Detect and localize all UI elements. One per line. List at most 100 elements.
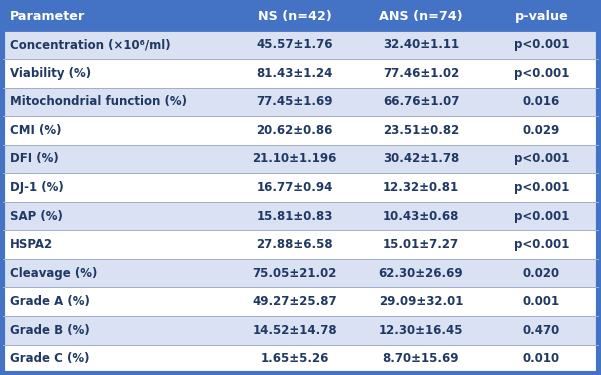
Text: 62.30±26.69: 62.30±26.69: [379, 267, 463, 280]
Text: DFI (%): DFI (%): [10, 153, 59, 165]
Bar: [232, 30, 357, 59]
Text: 0.470: 0.470: [523, 324, 560, 337]
Bar: [485, 30, 598, 59]
Text: 66.76±1.07: 66.76±1.07: [383, 95, 459, 108]
Bar: [232, 173, 357, 202]
Text: 0.010: 0.010: [523, 352, 560, 365]
Text: 10.43±0.68: 10.43±0.68: [383, 210, 459, 222]
Text: 0.001: 0.001: [523, 295, 560, 308]
Bar: [3, 87, 232, 116]
Text: Concentration (×10⁶/ml): Concentration (×10⁶/ml): [10, 38, 171, 51]
Text: 77.46±1.02: 77.46±1.02: [383, 67, 459, 80]
Text: HSPA2: HSPA2: [10, 238, 53, 251]
Bar: [357, 230, 485, 259]
Text: 45.57±1.76: 45.57±1.76: [256, 38, 333, 51]
Bar: [232, 59, 357, 87]
Text: 81.43±1.24: 81.43±1.24: [257, 67, 333, 80]
Bar: [3, 145, 232, 173]
Bar: [3, 259, 232, 288]
Bar: [357, 259, 485, 288]
Bar: [485, 87, 598, 116]
Bar: [3, 202, 232, 230]
Text: 23.51±0.82: 23.51±0.82: [383, 124, 459, 137]
Text: p<0.001: p<0.001: [514, 181, 569, 194]
Text: p<0.001: p<0.001: [514, 38, 569, 51]
Text: 15.81±0.83: 15.81±0.83: [257, 210, 333, 222]
Text: p<0.001: p<0.001: [514, 67, 569, 80]
Text: NS (n=42): NS (n=42): [258, 10, 331, 22]
Bar: [232, 316, 357, 345]
Text: 30.42±1.78: 30.42±1.78: [383, 153, 459, 165]
Bar: [3, 230, 232, 259]
Bar: [357, 59, 485, 87]
Bar: [357, 87, 485, 116]
Bar: [3, 2, 232, 30]
Text: 15.01±7.27: 15.01±7.27: [383, 238, 459, 251]
Text: 32.40±1.11: 32.40±1.11: [383, 38, 459, 51]
Bar: [485, 173, 598, 202]
Bar: [3, 173, 232, 202]
Text: 1.65±5.26: 1.65±5.26: [260, 352, 329, 365]
Bar: [357, 173, 485, 202]
Text: 77.45±1.69: 77.45±1.69: [256, 95, 333, 108]
Text: 14.52±14.78: 14.52±14.78: [252, 324, 337, 337]
Text: 20.62±0.86: 20.62±0.86: [257, 124, 333, 137]
Text: CMI (%): CMI (%): [10, 124, 62, 137]
Text: p<0.001: p<0.001: [514, 238, 569, 251]
Bar: [3, 59, 232, 87]
Bar: [3, 288, 232, 316]
Bar: [485, 2, 598, 30]
Bar: [232, 2, 357, 30]
Bar: [357, 288, 485, 316]
Text: SAP (%): SAP (%): [10, 210, 63, 222]
Text: Parameter: Parameter: [10, 10, 85, 22]
Bar: [3, 316, 232, 345]
Bar: [485, 116, 598, 145]
Bar: [232, 230, 357, 259]
Text: Mitochondrial function (%): Mitochondrial function (%): [10, 95, 187, 108]
Text: 12.30±16.45: 12.30±16.45: [379, 324, 463, 337]
Text: 12.32±0.81: 12.32±0.81: [383, 181, 459, 194]
Text: 29.09±32.01: 29.09±32.01: [379, 295, 463, 308]
Text: 0.020: 0.020: [523, 267, 560, 280]
Bar: [232, 87, 357, 116]
Bar: [232, 202, 357, 230]
Text: Cleavage (%): Cleavage (%): [10, 267, 97, 280]
Text: p-value: p-value: [514, 10, 569, 22]
Bar: [485, 316, 598, 345]
Text: 21.10±1.196: 21.10±1.196: [252, 153, 337, 165]
Bar: [3, 30, 232, 59]
Bar: [485, 259, 598, 288]
Bar: [357, 316, 485, 345]
Text: 27.88±6.58: 27.88±6.58: [256, 238, 333, 251]
Text: 75.05±21.02: 75.05±21.02: [252, 267, 337, 280]
Bar: [485, 288, 598, 316]
Bar: [232, 288, 357, 316]
Text: 0.029: 0.029: [523, 124, 560, 137]
Bar: [485, 230, 598, 259]
Bar: [232, 259, 357, 288]
Bar: [357, 30, 485, 59]
Bar: [357, 145, 485, 173]
Text: 49.27±25.87: 49.27±25.87: [252, 295, 337, 308]
Text: Viability (%): Viability (%): [10, 67, 91, 80]
Text: p<0.001: p<0.001: [514, 210, 569, 222]
Bar: [357, 202, 485, 230]
Bar: [232, 345, 357, 373]
Text: DJ-1 (%): DJ-1 (%): [10, 181, 64, 194]
Bar: [357, 116, 485, 145]
Bar: [232, 116, 357, 145]
Text: Grade B (%): Grade B (%): [10, 324, 90, 337]
Bar: [232, 145, 357, 173]
Text: 8.70±15.69: 8.70±15.69: [383, 352, 459, 365]
Bar: [485, 202, 598, 230]
Text: p<0.001: p<0.001: [514, 153, 569, 165]
Bar: [3, 345, 232, 373]
Text: 0.016: 0.016: [523, 95, 560, 108]
Text: ANS (n=74): ANS (n=74): [379, 10, 463, 22]
Text: Grade C (%): Grade C (%): [10, 352, 90, 365]
Bar: [485, 59, 598, 87]
Bar: [357, 2, 485, 30]
Text: 16.77±0.94: 16.77±0.94: [257, 181, 333, 194]
Bar: [357, 345, 485, 373]
